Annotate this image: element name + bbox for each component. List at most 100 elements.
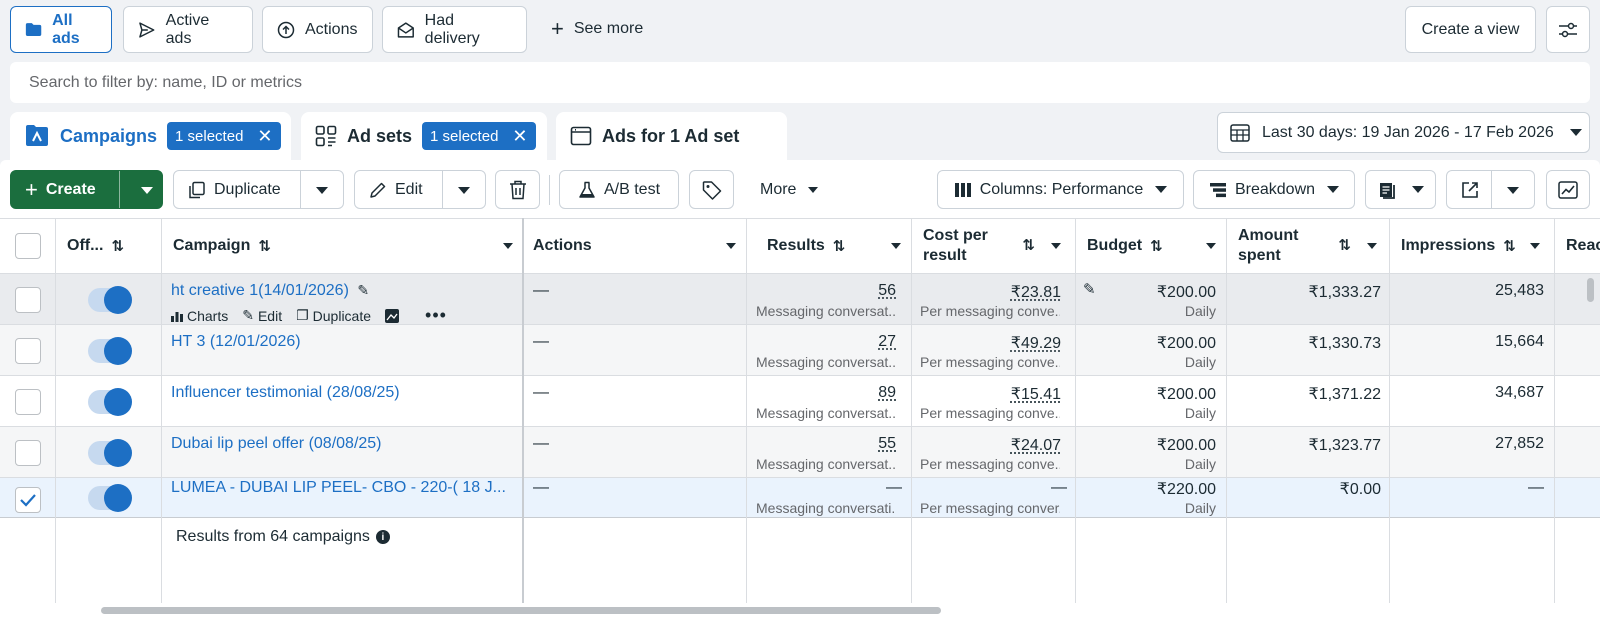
had-delivery-view-button[interactable]: Had delivery	[382, 6, 527, 53]
actions-view-button[interactable]: Actions	[262, 6, 373, 53]
column-menu-icon[interactable]	[503, 242, 513, 249]
column-menu-icon[interactable]	[1367, 242, 1377, 249]
see-more-button[interactable]: + See more	[551, 18, 643, 40]
export-dropdown-icon[interactable]	[1507, 187, 1519, 194]
col-header-cost-per-result[interactable]: Cost per result ⇅	[923, 218, 1061, 273]
column-menu-icon[interactable]	[891, 242, 901, 249]
charts-link[interactable]: Charts	[171, 308, 228, 324]
amount-spent-value: ₹1,330.73	[1308, 335, 1381, 352]
cost-value[interactable]: ₹15.41	[1010, 386, 1061, 403]
campaign-name-link[interactable]: LUMEA - DUBAI LIP PEEL- CBO - 220-( 18 J…	[171, 479, 506, 496]
col-header-results[interactable]: Results ⇅	[767, 218, 901, 273]
col-header-budget[interactable]: Budget ⇅	[1087, 218, 1216, 273]
ad-sets-selected-badge[interactable]: 1 selected ✕	[422, 122, 536, 150]
sort-icon[interactable]: ⇅	[111, 237, 125, 255]
edit-button[interactable]: Edit	[354, 170, 486, 209]
row-checkbox[interactable]	[15, 440, 41, 466]
delivery-toggle[interactable]	[88, 388, 132, 416]
col-header-off-on[interactable]: Off... ⇅	[67, 218, 162, 273]
sort-icon[interactable]: ⇅	[258, 237, 271, 255]
results-summary: Results from 64 campaigns i	[176, 528, 390, 546]
vertical-scrollbar-thumb[interactable]	[1587, 278, 1594, 302]
col-header-actions[interactable]: Actions	[533, 218, 736, 273]
all-ads-view-button[interactable]: All ads	[10, 6, 112, 53]
results-value[interactable]: 56	[878, 282, 896, 299]
clear-selection-icon[interactable]: ✕	[512, 125, 528, 146]
info-icon[interactable]: i	[375, 530, 390, 544]
horizontal-scrollbar-thumb[interactable]	[101, 607, 941, 614]
campaigns-selected-badge[interactable]: 1 selected ✕	[167, 122, 281, 150]
results-value[interactable]: 27	[878, 333, 896, 350]
sort-icon[interactable]: ⇅	[1022, 236, 1035, 254]
delivery-toggle[interactable]	[88, 337, 132, 365]
campaign-name-link[interactable]: ht creative 1(14/01/2026) ✎	[171, 282, 370, 299]
select-all-checkbox[interactable]	[15, 233, 41, 259]
cost-value[interactable]: ₹23.81	[1010, 284, 1061, 301]
table-row[interactable]: Dubai lip peel offer (08/08/25) — 55 Mes…	[0, 427, 1600, 478]
image-icon[interactable]	[385, 308, 400, 323]
columns-button[interactable]: Columns: Performance	[937, 170, 1184, 209]
sort-icon[interactable]: ⇅	[1503, 237, 1516, 255]
results-value[interactable]: 55	[878, 435, 896, 452]
create-button[interactable]: + Create	[10, 170, 163, 209]
delivery-toggle[interactable]	[88, 439, 132, 467]
active-ads-view-button[interactable]: Active ads	[123, 6, 253, 53]
col-header-amount-spent[interactable]: Amount spent ⇅	[1238, 218, 1377, 273]
row-checkbox[interactable]	[15, 389, 41, 415]
column-separator	[161, 218, 162, 603]
header-bottom-border	[0, 273, 1600, 274]
row-checkbox-checked[interactable]	[15, 487, 41, 513]
breakdown-button[interactable]: Breakdown	[1193, 170, 1355, 209]
col-header-campaign[interactable]: Campaign ⇅	[173, 218, 513, 273]
tab-ad-sets[interactable]: Ad sets 1 selected ✕	[301, 112, 547, 160]
tab-ads[interactable]: Ads for 1 Ad set	[556, 112, 787, 160]
reports-button[interactable]	[1365, 170, 1436, 209]
table-row[interactable]: ht creative 1(14/01/2026) ✎ Charts ✎ Edi…	[0, 274, 1600, 325]
campaign-name-link[interactable]: HT 3 (12/01/2026)	[171, 333, 301, 350]
budget-edit-icon[interactable]: ✎	[1083, 281, 1096, 298]
table-row[interactable]: LUMEA - DUBAI LIP PEEL- CBO - 220-( 18 J…	[0, 478, 1600, 517]
campaign-name-link[interactable]: Influencer testimonial (28/08/25)	[171, 384, 400, 401]
search-input[interactable]: Search to filter by: name, ID or metrics	[10, 62, 1590, 103]
results-value[interactable]: 89	[878, 384, 896, 401]
results-subtext: Messaging conversat...	[756, 456, 896, 472]
column-menu-icon[interactable]	[1051, 242, 1061, 249]
delivery-toggle[interactable]	[88, 484, 132, 512]
campaign-name-link[interactable]: Dubai lip peel offer (08/08/25)	[171, 435, 382, 452]
more-button[interactable]: More	[760, 180, 819, 200]
column-menu-icon[interactable]	[726, 242, 736, 249]
col-header-reach[interactable]: Reac	[1566, 218, 1600, 273]
column-menu-icon[interactable]	[1206, 242, 1216, 249]
more-options-icon[interactable]: •••	[425, 305, 447, 325]
duplicate-dropdown-icon[interactable]	[316, 187, 328, 194]
sort-icon[interactable]: ⇅	[832, 237, 846, 255]
create-view-button[interactable]: Create a view	[1405, 6, 1536, 53]
col-header-impressions[interactable]: Impressions ⇅	[1401, 218, 1540, 273]
duplicate-link[interactable]: ❐ Duplicate	[296, 307, 372, 324]
tag-button[interactable]	[689, 170, 734, 209]
table-row[interactable]: HT 3 (12/01/2026) — 27 Messaging convers…	[0, 325, 1600, 376]
cost-value[interactable]: ₹24.07	[1010, 437, 1061, 454]
create-dropdown-icon[interactable]	[141, 187, 153, 194]
edit-dropdown-icon[interactable]	[458, 187, 470, 194]
tab-campaigns[interactable]: Campaigns 1 selected ✕	[10, 112, 291, 160]
view-settings-button[interactable]	[1546, 6, 1590, 53]
cost-value[interactable]: ₹49.29	[1010, 335, 1061, 352]
edit-link[interactable]: ✎ Edit	[242, 307, 283, 324]
sort-icon[interactable]: ⇅	[1150, 237, 1163, 255]
row-checkbox[interactable]	[15, 338, 41, 364]
rename-pencil-icon[interactable]: ✎	[357, 282, 370, 298]
delete-button[interactable]	[495, 170, 540, 209]
export-button[interactable]	[1446, 170, 1535, 209]
date-range-picker[interactable]: Last 30 days: 19 Jan 2026 - 17 Feb 2026	[1217, 112, 1590, 153]
clear-selection-icon[interactable]: ✕	[257, 125, 273, 146]
ab-test-button[interactable]: A/B test	[559, 170, 679, 209]
row-checkbox[interactable]	[15, 287, 41, 313]
duplicate-button[interactable]: Duplicate	[173, 170, 344, 209]
results-header-label: Results	[767, 236, 825, 254]
sort-icon[interactable]: ⇅	[1338, 236, 1351, 254]
column-menu-icon[interactable]	[1530, 242, 1540, 249]
table-row[interactable]: Influencer testimonial (28/08/25) — 89 M…	[0, 376, 1600, 427]
charts-toggle-button[interactable]	[1546, 170, 1590, 209]
delivery-toggle[interactable]	[88, 286, 132, 314]
